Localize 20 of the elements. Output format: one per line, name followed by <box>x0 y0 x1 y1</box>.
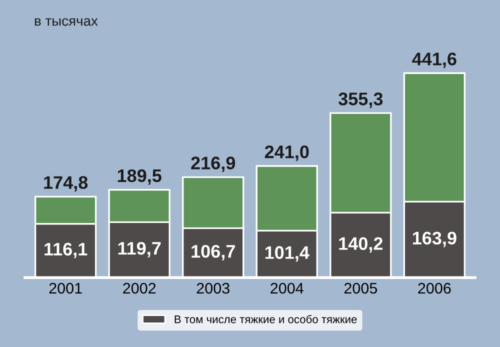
x-tick-label: 2002 <box>123 282 156 294</box>
data-label: 119,7 <box>118 242 161 258</box>
total-label: 174,8 <box>44 176 88 192</box>
x-tick-label: 2005 <box>344 282 378 294</box>
data-label: 163,9 <box>412 232 456 248</box>
chart-subtitle: в тысячах <box>34 18 98 26</box>
x-tick-label: 2004 <box>270 282 304 294</box>
total-label: 189,5 <box>118 169 162 185</box>
x-tick-label: 2001 <box>49 282 82 294</box>
data-label: 116,1 <box>44 242 88 258</box>
data-label: 106,7 <box>192 244 235 260</box>
x-tick-label: 2003 <box>196 282 230 294</box>
total-label: 241,0 <box>264 145 309 161</box>
data-label: 140,2 <box>339 237 383 253</box>
x-tick-label: 2006 <box>418 282 451 294</box>
legend-label: В том числе тяжкие и особо тяжкие <box>174 314 357 324</box>
total-label: 355,3 <box>338 92 383 108</box>
data-label: 101,4 <box>265 246 310 262</box>
total-label: 441,6 <box>412 52 456 68</box>
total-label: 216,9 <box>191 156 236 172</box>
